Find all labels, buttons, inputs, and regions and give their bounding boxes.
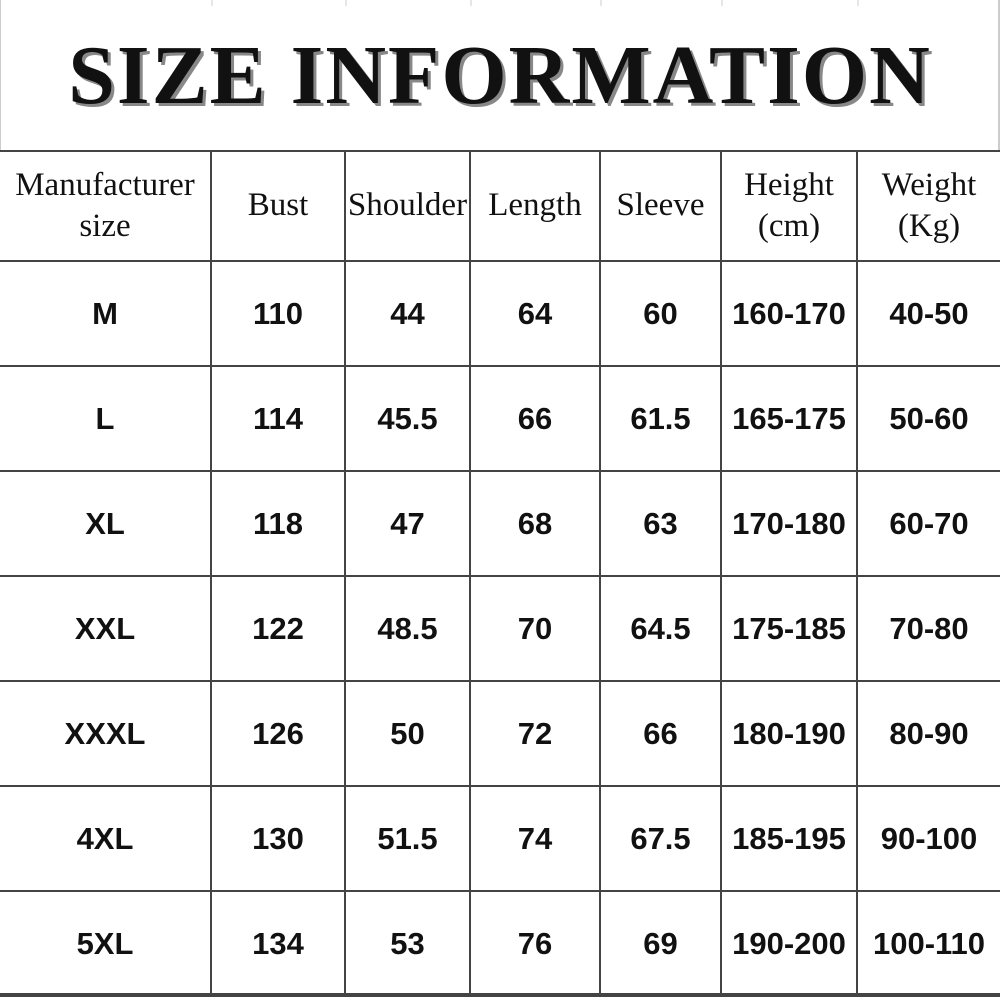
table-cell: 63	[601, 472, 722, 577]
table-cell: 60-70	[858, 472, 1000, 577]
table-cell: 175-185	[722, 577, 858, 682]
table-cell: 53	[346, 892, 471, 997]
table-cell: 67.5	[601, 787, 722, 892]
table-cell: 185-195	[722, 787, 858, 892]
table-cell: 190-200	[722, 892, 858, 997]
table-cell: 170-180	[722, 472, 858, 577]
column-header: Weight (Kg)	[858, 152, 1000, 262]
table-cell: 110	[212, 262, 346, 367]
table-cell: 118	[212, 472, 346, 577]
title: SIZE INFORMATION	[68, 28, 932, 122]
table-cell: 70-80	[858, 577, 1000, 682]
table-cell: 74	[471, 787, 601, 892]
table-cell: 47	[346, 472, 471, 577]
size-table: Manufacturer size Bust Shoulder Length Sleev…	[0, 150, 1000, 997]
table-cell: 80-90	[858, 682, 1000, 787]
table-cell: 60	[601, 262, 722, 367]
table-cell: XXXL	[0, 682, 212, 787]
table-cell: 4XL	[0, 787, 212, 892]
table-cell: 180-190	[722, 682, 858, 787]
table-cell: 160-170	[722, 262, 858, 367]
table-cell: 48.5	[346, 577, 471, 682]
table-cell: 90-100	[858, 787, 1000, 892]
table-cell: 64	[471, 262, 601, 367]
table-cell: 5XL	[0, 892, 212, 997]
table-cell: 40-50	[858, 262, 1000, 367]
column-header: Height (cm)	[722, 152, 858, 262]
table-cell: 76	[471, 892, 601, 997]
table-cell: 66	[471, 367, 601, 472]
table-cell: 69	[601, 892, 722, 997]
table-cell: 50	[346, 682, 471, 787]
table-cell: 72	[471, 682, 601, 787]
column-header: Bust	[212, 152, 346, 262]
table-cell: 114	[212, 367, 346, 472]
table-cell: 66	[601, 682, 722, 787]
table-cell: 70	[471, 577, 601, 682]
table-cell: 134	[212, 892, 346, 997]
table-cell: 100-110	[858, 892, 1000, 997]
table-cell: 130	[212, 787, 346, 892]
column-header: Manufacturer size	[0, 152, 212, 262]
table-cell: 126	[212, 682, 346, 787]
column-header: Shoulder	[346, 152, 471, 262]
sheet-gridlines	[0, 0, 1000, 150]
table-cell: M	[0, 262, 212, 367]
column-header: Length	[471, 152, 601, 262]
table-cell: 50-60	[858, 367, 1000, 472]
table-cell: 165-175	[722, 367, 858, 472]
table-cell: 51.5	[346, 787, 471, 892]
table-cell: XL	[0, 472, 212, 577]
column-header: Sleeve	[601, 152, 722, 262]
table-cell: 44	[346, 262, 471, 367]
table-cell: 68	[471, 472, 601, 577]
table-cell: 64.5	[601, 577, 722, 682]
table-cell: L	[0, 367, 212, 472]
table-cell: 61.5	[601, 367, 722, 472]
table-cell: 122	[212, 577, 346, 682]
table-cell: 45.5	[346, 367, 471, 472]
table-cell: XXL	[0, 577, 212, 682]
